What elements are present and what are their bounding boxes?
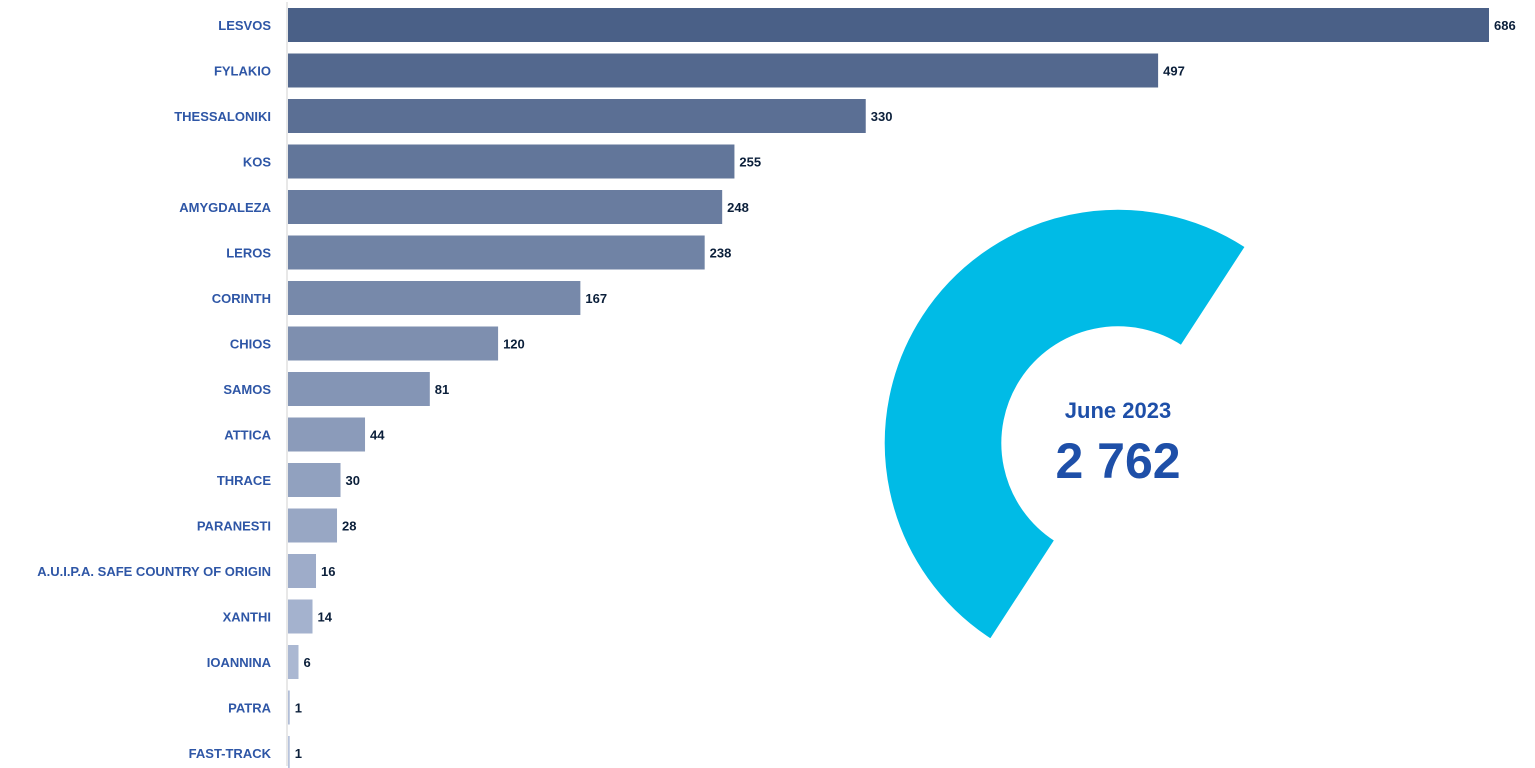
bar	[288, 144, 735, 179]
value-label: 330	[871, 109, 893, 124]
value-label: 248	[727, 200, 749, 215]
category-label: ATTICA	[224, 428, 271, 443]
value-label: 238	[710, 246, 732, 261]
bar	[288, 326, 499, 361]
bar	[288, 417, 366, 452]
value-label: 30	[346, 473, 360, 488]
value-label: 1	[295, 701, 302, 716]
value-label: 497	[1163, 64, 1185, 79]
value-label: 1	[295, 746, 302, 761]
value-label: 14	[318, 610, 333, 625]
value-label: 28	[342, 519, 356, 534]
category-label: CORINTH	[212, 291, 271, 306]
bar	[288, 645, 299, 679]
category-label: FYLAKIO	[214, 64, 271, 79]
category-label: XANTHI	[223, 610, 271, 625]
bar	[288, 235, 705, 270]
category-label: FAST-TRACK	[189, 746, 272, 761]
value-label: 44	[370, 428, 385, 443]
bar	[288, 372, 430, 406]
slice-label: Islands	[1162, 568, 1224, 588]
bar	[288, 8, 1489, 42]
bar	[288, 281, 581, 315]
bar	[288, 99, 866, 133]
bar	[288, 736, 290, 768]
category-label: A.U.I.P.A. SAFE COUNTRY OF ORIGIN	[37, 564, 271, 579]
value-label: 686	[1494, 18, 1516, 33]
value-label: 81	[435, 382, 449, 397]
category-label: CHIOS	[230, 337, 272, 352]
category-label: LESVOS	[218, 18, 271, 33]
value-label: 167	[585, 291, 607, 306]
value-label: 6	[304, 655, 311, 670]
category-label: LEROS	[226, 246, 271, 261]
bar	[288, 599, 313, 634]
category-label: THESSALONIKI	[174, 109, 271, 124]
bar	[288, 690, 290, 725]
category-label: PARANESTI	[197, 519, 271, 534]
category-label: SAMOS	[223, 382, 271, 397]
category-label: PATRA	[228, 701, 271, 716]
bar	[288, 53, 1159, 88]
slice-percent: 50%	[1175, 600, 1211, 620]
category-label: IOANNINA	[207, 655, 272, 670]
bar	[288, 463, 341, 497]
bar	[288, 554, 317, 588]
donut-slice	[883, 208, 1247, 641]
bar	[288, 508, 338, 543]
category-label: AMYGDALEZA	[179, 200, 271, 215]
category-label: THRACE	[217, 473, 271, 488]
value-label: 255	[739, 155, 761, 170]
value-label: 16	[321, 564, 335, 579]
center-total-value: 2 762	[1055, 433, 1180, 489]
value-label: 120	[503, 337, 525, 352]
bar-chart: LESVOS 686 FYLAKIO 497 THESSALONIKI 330 KOS 255…	[37, 2, 1516, 768]
center-period-label: June 2023	[1065, 398, 1171, 423]
category-label: KOS	[243, 155, 272, 170]
bar	[288, 190, 723, 224]
